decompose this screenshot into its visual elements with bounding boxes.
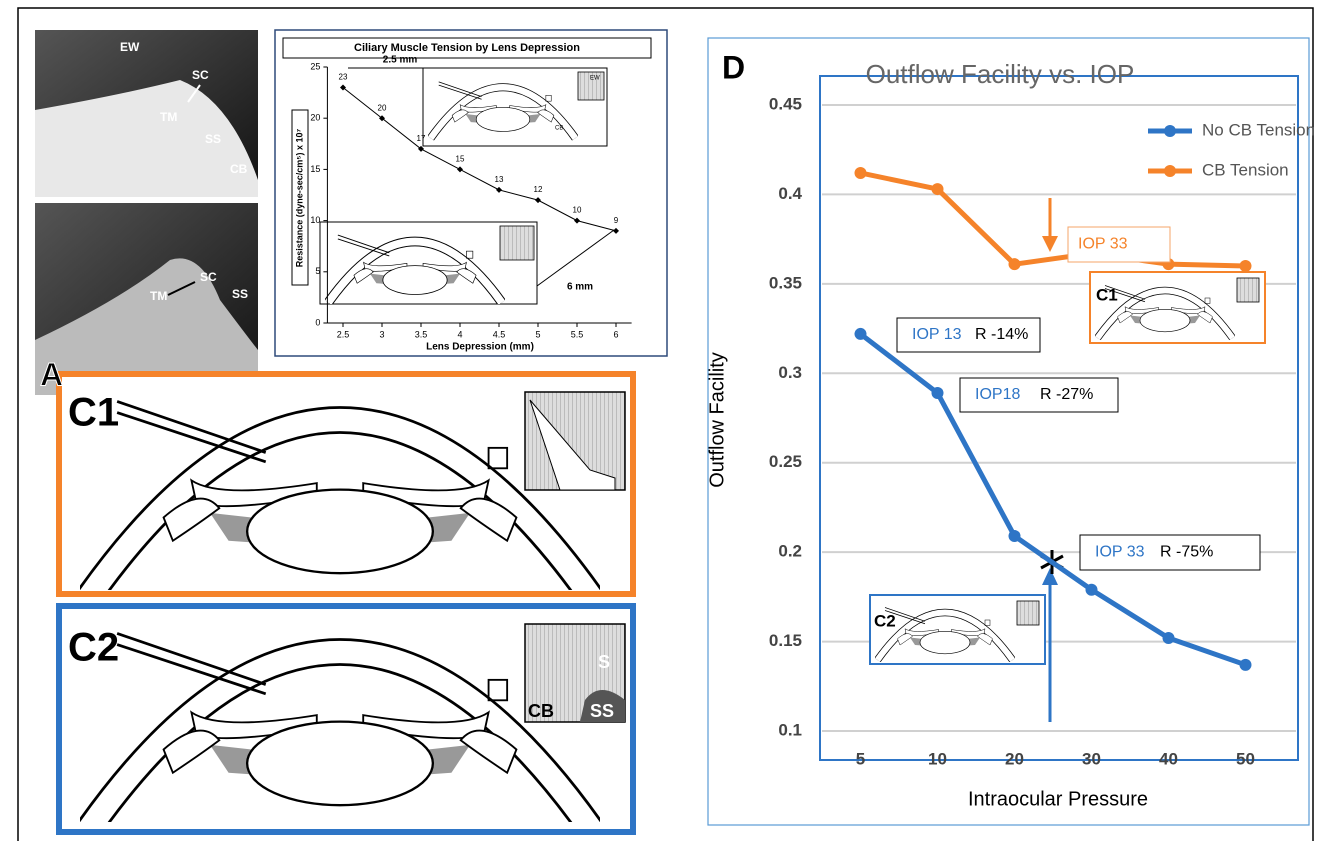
annotation: IOP 33: [1095, 544, 1145, 561]
annotation: 6 mm: [567, 282, 593, 293]
inset-label: SS: [590, 701, 614, 721]
y-tick-label: 0.4: [778, 184, 802, 203]
point: [855, 328, 867, 340]
legend-label: No CB Tension: [1202, 120, 1315, 139]
chart-title: Outflow Facility vs. IOP: [866, 59, 1135, 89]
legend-marker: [1164, 125, 1176, 137]
panel-label: A: [40, 356, 63, 392]
inset-detail: [500, 226, 534, 260]
inset-label: C2: [874, 611, 896, 630]
y-tick-label: 25: [310, 61, 320, 71]
y-tick-label: 0.35: [769, 273, 802, 292]
data-label: 23: [339, 73, 348, 82]
inset-label: CB: [528, 701, 554, 721]
y-tick-label: 0.1: [778, 720, 802, 739]
data-label: 10: [573, 206, 582, 215]
y-tick-label: 0: [315, 317, 320, 327]
data-label: 20: [378, 103, 387, 112]
inset-label: EW: [590, 76, 600, 82]
y-axis-label: Outflow Facility: [706, 352, 728, 488]
x-tick-label: 40: [1159, 749, 1178, 768]
point: [1163, 632, 1175, 644]
y-tick-label: 5: [315, 266, 320, 276]
y-tick-label: 0.45: [769, 94, 802, 113]
point: [1009, 258, 1021, 270]
x-tick-label: 5: [856, 749, 865, 768]
annotation: IOP 13: [912, 326, 962, 343]
panel-label: C1: [68, 391, 119, 435]
x-axis-label: Intraocular Pressure: [968, 788, 1148, 810]
point: [932, 387, 944, 399]
point: [1086, 584, 1098, 596]
annotation: R -14%: [975, 326, 1028, 343]
point: [932, 183, 944, 195]
annotation: 2.5 mm: [383, 55, 418, 66]
inset-detail: [1237, 278, 1259, 302]
y-tick-label: 0.15: [769, 631, 802, 650]
page: {"chart_data": [ {"type": "line", "title…: [0, 0, 1321, 841]
tissue-label: EW: [120, 40, 140, 54]
tissue-label: SS: [205, 132, 221, 146]
inset-label: S: [598, 652, 610, 672]
point: [1240, 659, 1252, 671]
data-label: 15: [456, 155, 465, 164]
tissue-label: TM: [160, 110, 177, 124]
y-tick-label: 20: [310, 113, 320, 123]
inset-label: CB: [555, 126, 563, 132]
x-tick-label: 3.5: [415, 329, 428, 339]
annotation: R -75%: [1160, 544, 1213, 561]
x-tick-label: 30: [1082, 749, 1101, 768]
x-tick-label: 6: [613, 329, 618, 339]
point: [1240, 260, 1252, 272]
legend-marker: [1164, 165, 1176, 177]
panel-a: [35, 30, 258, 395]
data-label: 13: [495, 175, 504, 184]
tissue-label: SC: [200, 270, 217, 284]
x-tick-label: 3: [379, 329, 384, 339]
annotation: R -27%: [1040, 386, 1093, 403]
panel-label: C2: [68, 626, 119, 670]
data-label: 12: [534, 185, 543, 194]
data-label: 17: [417, 134, 426, 143]
y-tick-label: 10: [310, 215, 320, 225]
x-tick-label: 4.5: [493, 329, 506, 339]
data-label: 9: [614, 216, 619, 225]
x-tick-label: 10: [928, 749, 947, 768]
y-tick-label: 0.3: [778, 363, 802, 382]
x-tick-label: 5.5: [571, 329, 584, 339]
point: [855, 167, 867, 179]
inset-detail: [1017, 601, 1039, 625]
y-tick-label: 15: [310, 164, 320, 174]
x-axis-label: Lens Depression (mm): [426, 342, 534, 353]
point: [1009, 530, 1021, 542]
chart-title: Ciliary Muscle Tension by Lens Depressio…: [354, 42, 580, 54]
tissue-label: CB: [230, 162, 248, 176]
y-tick-label: 0.25: [769, 452, 802, 471]
x-tick-label: 5: [535, 329, 540, 339]
x-tick-label: 20: [1005, 749, 1024, 768]
figure: EWSCTMSSCBSCTMSSAC1C2SCBSSCiliary Muscle…: [0, 0, 1321, 841]
legend-label: CB Tension: [1202, 160, 1289, 179]
panel-d-frame: [708, 38, 1309, 825]
y-axis-label: Resistance (dyne-sec/cm⁵) x 10⁷: [294, 128, 304, 267]
tissue-label: SC: [192, 68, 209, 82]
inset-label: C1: [1096, 285, 1118, 304]
x-tick-label: 50: [1236, 749, 1255, 768]
x-tick-label: 2.5: [337, 329, 350, 339]
tissue-label: SS: [232, 287, 248, 301]
panel-label: D: [722, 49, 745, 85]
inset-label: SS: [593, 127, 601, 133]
tissue-label: TM: [150, 289, 167, 303]
x-tick-label: 4: [457, 329, 462, 339]
annotation: IOP 33: [1078, 236, 1128, 253]
annotation: IOP18: [975, 386, 1020, 403]
y-tick-label: 0.2: [778, 542, 802, 561]
